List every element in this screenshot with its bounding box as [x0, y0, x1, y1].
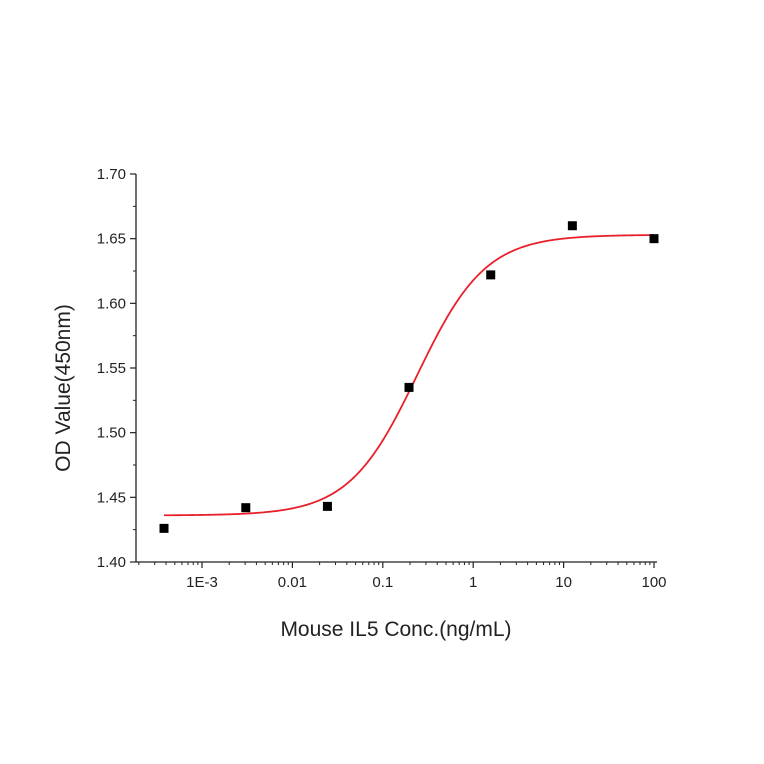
data-point [649, 234, 659, 244]
x-tick-label: 10 [555, 574, 572, 591]
x-axis-title: Mouse IL5 Conc.(ng/mL) [280, 618, 511, 641]
x-tick-label: 1E-3 [186, 574, 218, 591]
x-tick-label: 100 [641, 574, 666, 591]
x-axis-ticks: 1E-3 0.01 0.1 1 10 100 [138, 562, 667, 591]
x-tick-label: 1 [469, 574, 477, 591]
data-points [159, 221, 659, 533]
y-axis-title: OD Value(450nm) [52, 304, 75, 472]
y-tick-label: 1.40 [97, 554, 126, 571]
data-point [241, 503, 251, 513]
y-tick-label: 1.55 [97, 360, 126, 377]
data-point [322, 501, 332, 511]
x-tick-label: 0.1 [372, 574, 393, 591]
y-tick-label: 1.60 [97, 295, 126, 312]
y-tick-label: 1.70 [97, 166, 126, 183]
fit-curve [164, 234, 655, 517]
y-tick-label: 1.50 [97, 425, 126, 442]
data-point [404, 382, 414, 392]
data-point [159, 523, 169, 533]
x-tick-label: 0.01 [278, 574, 307, 591]
y-tick-label: 1.45 [97, 489, 126, 506]
data-point [567, 221, 577, 231]
data-point [486, 270, 496, 280]
y-axis-ticks: 1.40 1.45 1.50 1.55 1.60 1.65 1.70 [97, 166, 136, 571]
axes [135, 174, 657, 563]
y-tick-label: 1.65 [97, 231, 126, 248]
